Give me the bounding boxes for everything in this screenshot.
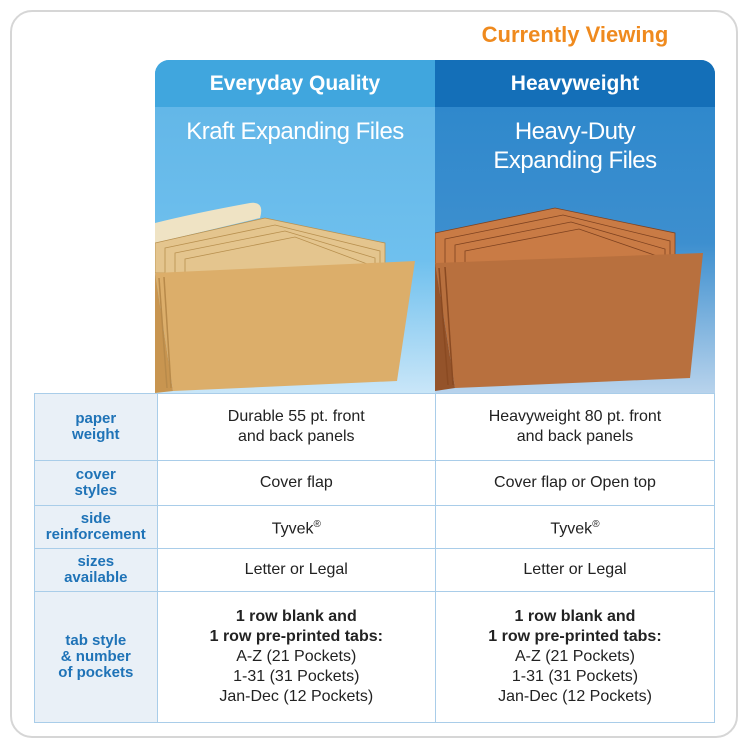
everyday-value: Durable 55 pt. front and back panels — [156, 393, 436, 461]
label-line: & number — [60, 648, 131, 665]
product-title-line: Heavy-Duty — [514, 118, 636, 145]
label-line: paper — [75, 410, 117, 427]
table-row: tab style & number of pockets 1 row blank … — [34, 591, 716, 723]
table-row: side reinforcement Tyvek® Tyvek® — [34, 505, 716, 549]
value-line: and back panels — [238, 428, 355, 445]
registered-mark: ® — [313, 518, 321, 530]
value-line: Jan-Dec (12 Pockets) — [498, 688, 652, 705]
heavyweight-value: Tyvek® — [434, 505, 716, 549]
value-line-bold: 1 row blank and — [514, 608, 636, 625]
everyday-value: 1 row blank and 1 row pre-printed tabs: … — [156, 591, 436, 723]
value-line: and back panels — [516, 428, 634, 445]
heavyweight-value: 1 row blank and 1 row pre-printed tabs: … — [434, 591, 716, 723]
value-line: A-Z (21 Pockets) — [514, 648, 635, 665]
value-text: Tyvek — [550, 520, 593, 538]
value-line-bold: 1 row pre-printed tabs: — [488, 628, 662, 645]
label-line: reinforcement — [45, 526, 146, 543]
row-label: side reinforcement — [34, 505, 158, 549]
heavyweight-value: Cover flap or Open top — [434, 460, 716, 506]
label-line: styles — [74, 482, 118, 499]
table-row: paper weight Durable 55 pt. front and back… — [34, 393, 716, 461]
label-line: cover — [75, 466, 116, 483]
everyday-quality-column-header: Everyday Quality Kraft Expanding Files — [155, 60, 435, 393]
row-label: paper weight — [34, 393, 158, 461]
everyday-value: Tyvek® — [156, 505, 436, 549]
label-line: sizes — [77, 553, 115, 570]
outer-frame — [10, 10, 738, 738]
value-text: Tyvek — [271, 520, 314, 538]
label-line: of pockets — [58, 664, 134, 681]
comparison-table: paper weight Durable 55 pt. front and back… — [34, 393, 716, 723]
value-line: A-Z (21 Pockets) — [236, 648, 357, 665]
value-line-bold: 1 row blank and — [235, 608, 357, 625]
heavyweight-value: Letter or Legal — [434, 548, 716, 592]
value-line: Durable 55 pt. front — [227, 408, 365, 425]
product-title-line: Expanding Files — [493, 147, 657, 174]
tier-title: Everyday Quality — [155, 60, 435, 107]
row-label: cover styles — [34, 460, 158, 506]
product-title: Heavy-Duty Expanding Files — [435, 107, 715, 175]
heavyweight-column-header: Heavyweight Heavy-Duty Expanding Files — [435, 60, 715, 393]
everyday-value: Letter or Legal — [156, 548, 436, 592]
product-title: Kraft Expanding Files — [186, 118, 404, 145]
registered-mark: ® — [592, 518, 600, 530]
currently-viewing-label: Currently Viewing — [481, 22, 669, 47]
value-line: Heavyweight 80 pt. front — [488, 408, 662, 425]
label-line: weight — [72, 426, 120, 443]
tier-title: Heavyweight — [435, 60, 715, 107]
everyday-value: Cover flap — [156, 460, 436, 506]
label-line: available — [64, 569, 128, 586]
label-line: side — [80, 510, 111, 527]
kraft-expanding-file-image — [155, 202, 415, 393]
value-line-bold: 1 row pre-printed tabs: — [209, 628, 383, 645]
row-label: tab style & number of pockets — [34, 591, 158, 723]
value-line: Jan-Dec (12 Pockets) — [219, 688, 374, 705]
value-line: 1-31 (31 Pockets) — [511, 668, 639, 685]
heavy-duty-expanding-file-image — [435, 207, 703, 391]
label-line: tab style — [65, 632, 127, 649]
table-row: sizes available Letter or Legal Letter or… — [34, 548, 716, 592]
value-line: 1-31 (31 Pockets) — [233, 668, 360, 685]
row-label: sizes available — [34, 548, 158, 592]
heavyweight-value: Heavyweight 80 pt. front and back panels — [434, 393, 716, 461]
table-row: cover styles Cover flap Cover flap or Ope… — [34, 460, 716, 506]
